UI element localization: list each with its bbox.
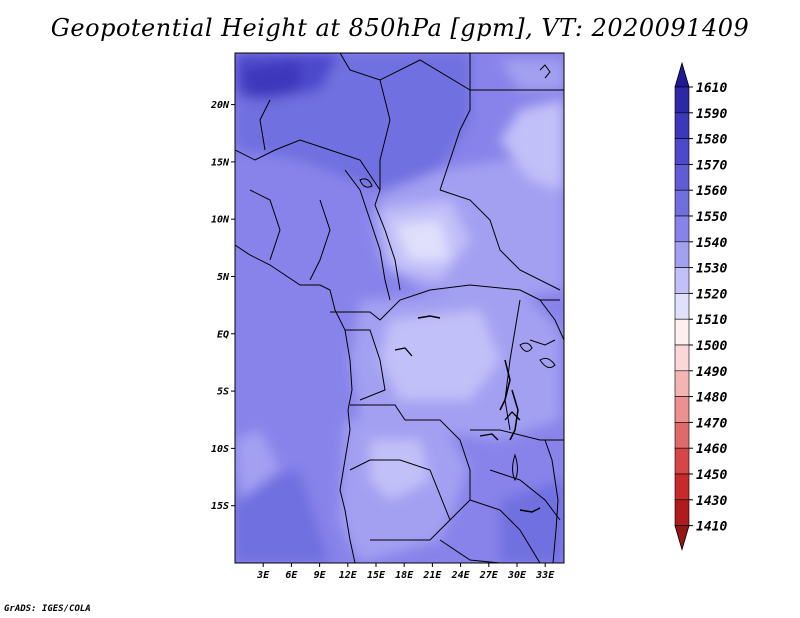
colorbar-label: 1540: [696, 236, 727, 251]
map-frame: [234, 52, 565, 564]
colorbar-label: 1510: [696, 313, 727, 328]
map-title: Geopotential Height at 850hPa [gpm], VT:…: [50, 14, 750, 42]
lon-tick-label: 30E: [507, 570, 527, 581]
colorbar-label: 1610: [696, 81, 727, 96]
lon-tick-label: 15E: [367, 570, 386, 581]
colorbar-swatch: [674, 344, 690, 372]
colorbar-swatch: [674, 473, 690, 501]
colorbar-label: 1580: [696, 133, 727, 148]
colorbar-label: 1490: [696, 365, 727, 380]
lon-tick-label: 21E: [422, 570, 442, 581]
lat-tick-label: 15S: [211, 501, 229, 512]
colorbar-label: 1410: [696, 520, 727, 535]
country-boundaries: [235, 53, 564, 563]
lon-tick-label: 24E: [451, 570, 471, 581]
colorbar-swatch: [674, 422, 690, 449]
lat-tick-label: 10N: [211, 215, 230, 226]
lat-tick-label: EQ: [217, 329, 229, 340]
lat-tick-label: 5N: [217, 272, 230, 283]
colorbar-swatch: [674, 215, 690, 243]
colorbar-label: 1550: [696, 210, 727, 225]
credit-label: GrADS: IGES/COLA: [4, 604, 91, 614]
height-field: [235, 53, 564, 563]
lat-tick-label: 20N: [210, 100, 230, 111]
colorbar-label: 1500: [696, 339, 727, 354]
colorbar-label: 1480: [696, 391, 727, 406]
lat-tick-label: 15N: [211, 157, 230, 168]
colorbar-label: 1530: [696, 262, 727, 277]
colorbar-swatch: [674, 318, 690, 346]
latitude-axis: 20N 15N 10N 5N EQ 5S 10S 15S: [210, 100, 235, 512]
colorbar-label: 1450: [696, 468, 727, 483]
colorbar-label: 1470: [696, 416, 727, 431]
lon-tick-label: 9E: [314, 570, 327, 581]
colorbar-swatch: [674, 293, 690, 320]
colorbar-label: 1590: [696, 107, 727, 122]
colorbar-label: 1560: [696, 184, 727, 199]
lat-tick-label: 5S: [217, 387, 229, 398]
colorbar-swatch: [674, 499, 690, 526]
colorbar: 1610 1590 1580 1570 1560 1550 1540 1530 1520 1510…: [674, 61, 727, 552]
colorbar-swatch: [674, 447, 690, 475]
longitude-axis: 3E 6E 9E 12E 15E 18E 21E 24E 27E 30E 33E: [256, 563, 555, 581]
lat-tick-label: 10S: [211, 444, 229, 455]
lon-tick-label: 33E: [535, 570, 555, 581]
colorbar-swatch: [674, 267, 690, 294]
lon-tick-label: 18E: [395, 570, 414, 581]
colorbar-swatch: [674, 86, 690, 114]
lon-tick-label: 27E: [479, 570, 499, 581]
colorbar-swatch: [674, 112, 690, 139]
colorbar-label: 1570: [696, 158, 727, 173]
colorbar-swatch: [674, 396, 690, 423]
lon-tick-label: 12E: [339, 570, 358, 581]
colorbar-swatch: [674, 241, 690, 268]
colorbar-top-arrow: [674, 61, 690, 88]
colorbar-label: 1430: [696, 494, 727, 509]
colorbar-swatch: [674, 189, 690, 217]
colorbar-label: 1460: [696, 442, 727, 457]
lon-tick-label: 3E: [256, 570, 270, 581]
colorbar-bottom-arrow: [674, 525, 690, 552]
colorbar-swatch: [674, 370, 690, 397]
lon-tick-label: 6E: [285, 570, 298, 581]
colorbar-label: 1520: [696, 287, 727, 302]
colorbar-swatch: [674, 138, 690, 165]
colorbar-swatch: [674, 164, 690, 191]
